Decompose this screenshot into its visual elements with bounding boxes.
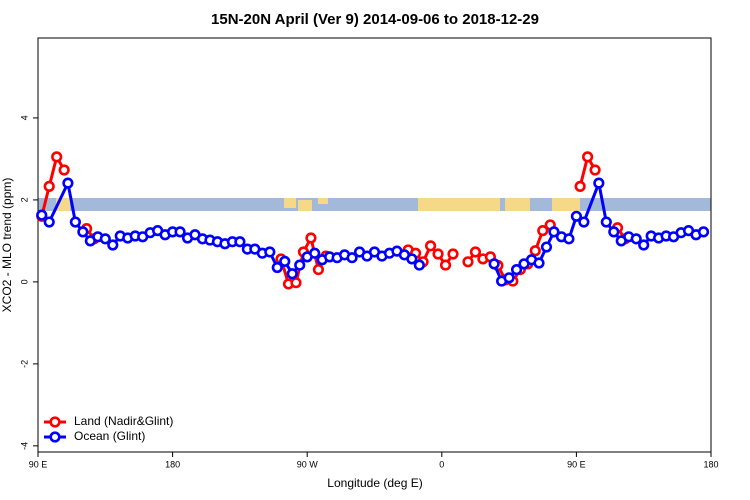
point xyxy=(548,226,560,238)
strip-land xyxy=(284,198,296,208)
point xyxy=(447,248,459,260)
plot-frame xyxy=(37,37,712,453)
point xyxy=(537,225,549,237)
point xyxy=(305,232,317,244)
point xyxy=(593,177,605,189)
strip-ocean xyxy=(38,198,711,211)
y-tick-label: -4 xyxy=(19,442,29,450)
x-tick-label: 90 E xyxy=(29,459,48,469)
x-tick-label: 90 E xyxy=(567,459,586,469)
x-tick-label: 180 xyxy=(703,459,718,469)
strip-land xyxy=(418,198,500,211)
point xyxy=(99,233,111,245)
legend-marker xyxy=(49,416,61,428)
point xyxy=(294,259,306,271)
x-axis-label: Longitude (deg E) xyxy=(327,476,422,490)
point xyxy=(488,258,500,270)
y-tick-label: 2 xyxy=(19,197,29,202)
point xyxy=(578,216,590,228)
point xyxy=(570,210,583,222)
point xyxy=(174,226,186,238)
point xyxy=(432,248,444,260)
strip-land xyxy=(505,198,530,211)
point xyxy=(638,239,650,251)
strip-land xyxy=(318,198,328,204)
legend-label: Ocean (Glint) xyxy=(74,429,145,443)
point xyxy=(346,252,358,264)
point xyxy=(533,257,545,269)
strip-land xyxy=(552,198,580,211)
point xyxy=(608,226,620,238)
point xyxy=(43,180,55,192)
point xyxy=(582,151,594,163)
point xyxy=(107,239,119,251)
point xyxy=(439,259,452,271)
point xyxy=(630,233,642,245)
point xyxy=(43,216,55,228)
point xyxy=(271,261,283,274)
chart-title: 15N-20N April (Ver 9) 2014-09-06 to 2018… xyxy=(211,11,539,28)
land-strip xyxy=(38,198,711,211)
point xyxy=(58,164,70,176)
point xyxy=(309,247,321,259)
y-tick-label: 4 xyxy=(19,115,29,120)
point xyxy=(540,241,553,253)
point xyxy=(462,256,474,268)
point xyxy=(62,177,74,189)
point xyxy=(469,246,482,258)
point xyxy=(406,253,418,265)
point xyxy=(413,259,425,271)
point xyxy=(77,226,89,238)
legend-label: Land (Nadir&Glint) xyxy=(74,414,173,428)
point xyxy=(51,151,63,163)
point xyxy=(264,246,276,258)
point xyxy=(563,233,575,245)
y-axis-label: XCO2 - MLO trend (ppm) xyxy=(0,178,14,313)
point xyxy=(600,216,612,228)
point xyxy=(279,255,291,267)
point xyxy=(424,240,437,252)
point xyxy=(529,245,541,257)
y-tick-label: 0 xyxy=(19,279,29,284)
point xyxy=(286,268,298,280)
point xyxy=(36,209,48,221)
legend-marker xyxy=(49,431,61,443)
point xyxy=(503,272,515,284)
x-tick-label: 180 xyxy=(165,459,180,469)
point xyxy=(234,236,246,248)
x-tick-label: 90 W xyxy=(297,459,319,469)
y-tick-label: -2 xyxy=(19,360,29,368)
point xyxy=(574,180,586,192)
strip-land xyxy=(298,200,312,211)
point xyxy=(69,216,81,228)
x-tick-label: 0 xyxy=(439,459,444,469)
point xyxy=(510,263,523,276)
point xyxy=(589,164,601,176)
point xyxy=(312,263,325,276)
point xyxy=(290,277,302,289)
point xyxy=(697,226,710,238)
